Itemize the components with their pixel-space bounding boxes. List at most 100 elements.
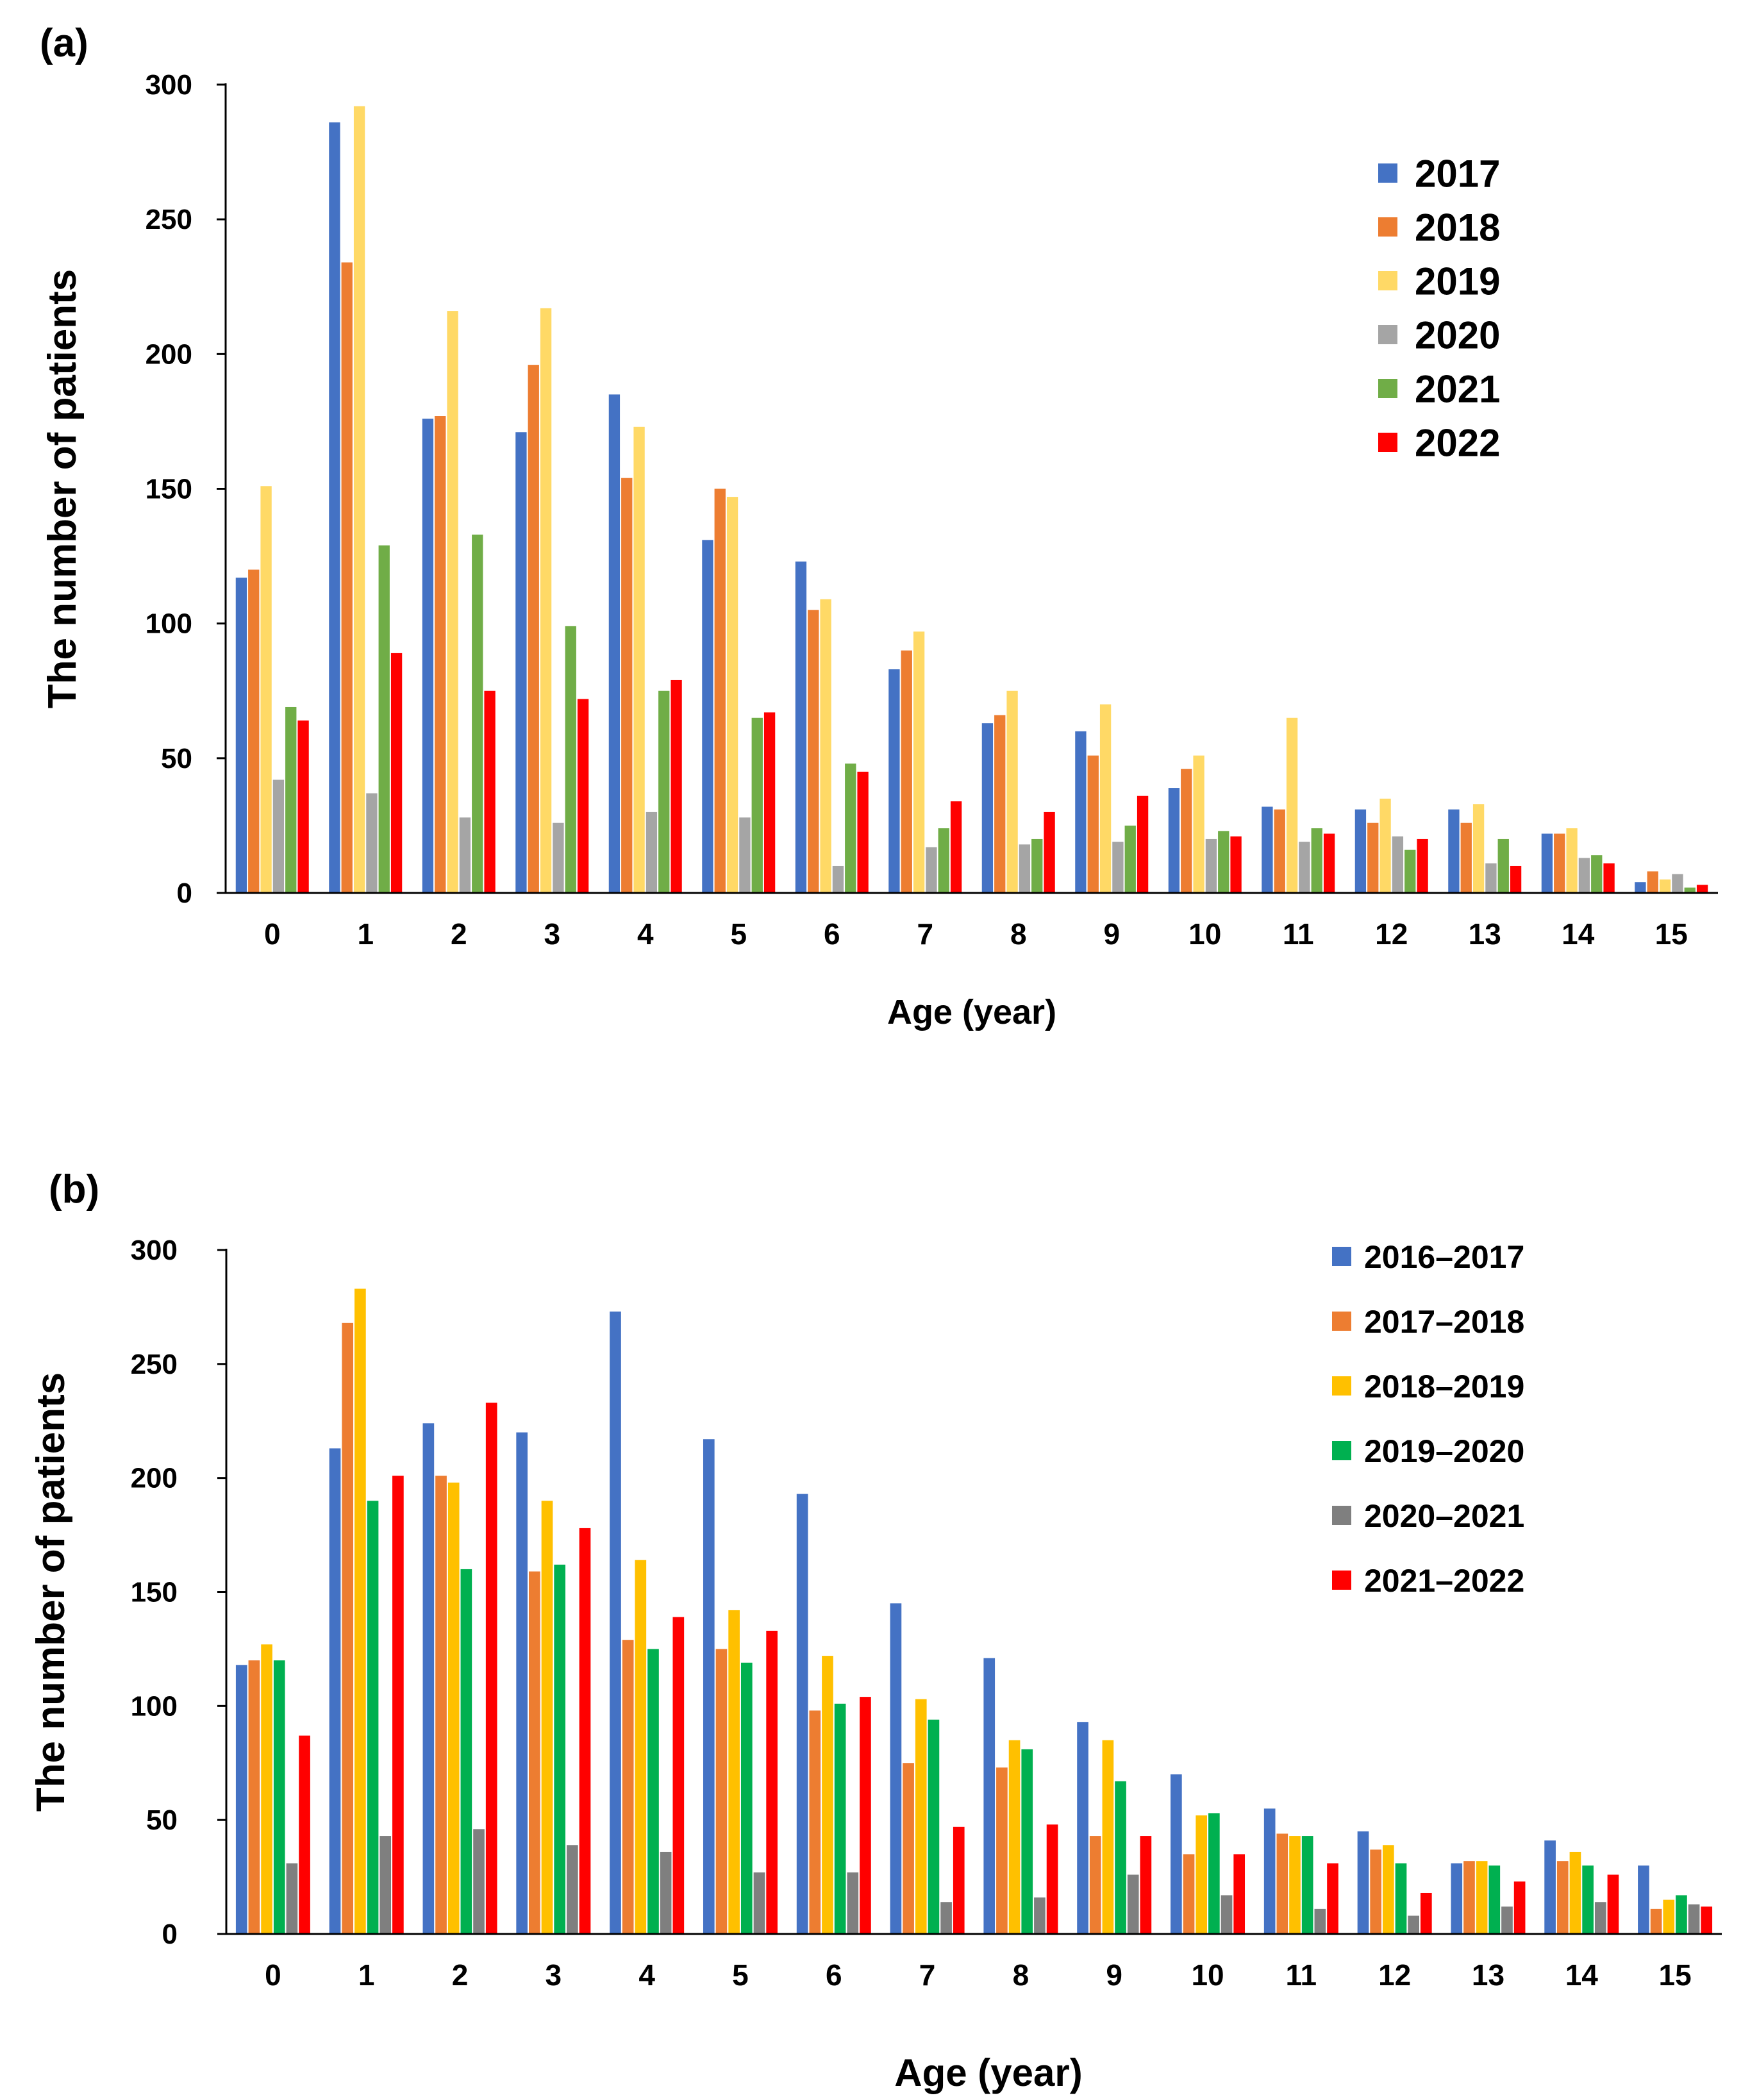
bar-2019-age-15	[1659, 879, 1671, 893]
x-tick-label: 12	[1375, 917, 1408, 951]
y-tick-label: 250	[131, 1349, 178, 1380]
bar-2019-2020-age-8	[1021, 1749, 1033, 1934]
bar-2016-2017-age-4	[610, 1312, 621, 1934]
bar-2017-2018-age-15	[1650, 1908, 1662, 1934]
bar-2017-2018-age-5	[715, 1649, 728, 1934]
bar-2016-2017-age-2	[422, 1423, 435, 1934]
bar-2019-2020-age-10	[1208, 1813, 1220, 1934]
bar-2022-age-3	[577, 699, 589, 893]
bar-2020-2021-age-7	[940, 1902, 952, 1934]
bar-2021-2022-age-8	[1046, 1824, 1058, 1934]
y-tick-label: 100	[131, 1690, 178, 1722]
bar-2020-2021-age-11	[1314, 1908, 1326, 1934]
bar-2018-2019-age-3	[541, 1501, 553, 1934]
bar-2021-age-10	[1218, 831, 1229, 893]
panel-label: (b)	[49, 1167, 99, 1212]
bar-2019-age-11	[1286, 717, 1298, 893]
bar-2018-age-0	[248, 569, 260, 893]
legend-swatch	[1378, 433, 1397, 452]
y-tick-label: 150	[146, 474, 192, 505]
bar-2019-age-5	[726, 497, 738, 893]
bar-2017-age-0	[235, 578, 247, 893]
bar-2020-age-7	[926, 847, 937, 893]
x-tick-label: 9	[1103, 917, 1120, 951]
bar-2020-age-8	[1019, 844, 1031, 893]
bar-2017-2018-age-6	[809, 1710, 821, 1934]
bar-2018-2019-age-7	[915, 1699, 927, 1934]
x-tick-label: 15	[1659, 1958, 1692, 1992]
legend-label: 2017–2018	[1364, 1304, 1524, 1340]
bar-2020-2021-age-2	[473, 1829, 485, 1934]
bar-2017-2018-age-3	[529, 1571, 540, 1934]
bar-2021-2022-age-12	[1420, 1892, 1432, 1934]
bar-2018-age-12	[1367, 822, 1379, 893]
bar-2021-age-8	[1031, 838, 1043, 893]
bar-2020-2021-age-3	[567, 1845, 578, 1934]
x-tick-label: 14	[1565, 1958, 1599, 1992]
bar-2017-age-8	[981, 723, 994, 893]
bar-2020-2021-age-0	[286, 1863, 298, 1934]
bar-2018-age-2	[435, 416, 446, 893]
bar-2022-age-0	[297, 720, 309, 893]
legend-swatch	[1332, 1247, 1351, 1266]
legend-swatch	[1378, 163, 1397, 183]
bar-2021-age-1	[378, 545, 390, 893]
bar-2021-age-5	[751, 717, 763, 893]
x-tick-label: 3	[544, 917, 560, 951]
bar-2018-2019-age-15	[1663, 1899, 1675, 1934]
bar-2016-2017-age-5	[703, 1439, 715, 1934]
bar-2017-2018-age-2	[435, 1476, 447, 1934]
x-axis-title: Age (year)	[887, 993, 1056, 1031]
legend-swatch	[1378, 217, 1397, 237]
x-tick-label: 10	[1191, 1958, 1224, 1992]
y-tick-label: 200	[131, 1463, 178, 1494]
bar-2018-age-8	[994, 715, 1006, 893]
bar-2018-age-13	[1460, 822, 1472, 893]
x-tick-label: 11	[1283, 917, 1314, 951]
bar-2017-age-1	[329, 122, 340, 893]
bar-2020-age-10	[1205, 838, 1217, 893]
bar-2019-2020-age-15	[1676, 1895, 1687, 1934]
bar-2019-2020-age-0	[273, 1660, 285, 1934]
bar-2016-2017-age-7	[890, 1603, 902, 1934]
bar-2016-2017-age-12	[1357, 1831, 1369, 1934]
bar-2018-age-5	[714, 488, 726, 893]
x-axis-title: Age (year)	[894, 2051, 1082, 2094]
x-tick-label: 5	[730, 917, 747, 951]
x-tick-label: 9	[1106, 1958, 1122, 1992]
legend-label: 2016–2017	[1364, 1239, 1524, 1275]
legend-swatch	[1378, 379, 1397, 398]
bar-2019-age-14	[1566, 828, 1578, 893]
bar-2021-age-15	[1684, 887, 1696, 893]
bar-2017-age-4	[608, 394, 621, 893]
x-tick-label: 11	[1286, 1958, 1317, 1992]
x-tick-label: 7	[919, 1958, 936, 1992]
x-tick-label: 13	[1469, 917, 1501, 951]
bar-2017-age-15	[1635, 882, 1646, 893]
x-tick-label: 6	[826, 1958, 842, 1992]
bar-2017-age-2	[422, 419, 434, 893]
bar-2020-2021-age-1	[379, 1836, 392, 1934]
x-tick-label: 7	[917, 917, 933, 951]
bar-2019-age-6	[820, 599, 831, 893]
bar-2019-age-7	[913, 631, 925, 893]
bar-2017-age-10	[1168, 788, 1180, 893]
bar-2020-age-12	[1392, 836, 1404, 893]
bar-2017-age-11	[1262, 806, 1273, 893]
bar-2021-2022-age-14	[1607, 1874, 1619, 1934]
bar-2019-age-4	[633, 426, 645, 893]
bar-2018-2019-age-14	[1569, 1851, 1581, 1934]
bar-2017-2018-age-1	[342, 1322, 354, 1934]
bar-2018-age-1	[341, 262, 353, 893]
x-tick-label: 0	[264, 917, 281, 951]
x-tick-label: 13	[1472, 1958, 1504, 1992]
legend: 2017 2018 2019 2020 2021 2022	[1378, 153, 1500, 465]
bar-2016-2017-age-3	[516, 1432, 528, 1934]
y-axis-title: The number of patients	[29, 1372, 73, 1812]
bar-2017-age-6	[795, 561, 807, 893]
bar-2020-2021-age-4	[660, 1851, 672, 1934]
bar-2017-2018-age-0	[248, 1660, 260, 1934]
bar-2019-2020-age-9	[1115, 1781, 1126, 1934]
bar-2021-2022-age-4	[672, 1617, 685, 1934]
